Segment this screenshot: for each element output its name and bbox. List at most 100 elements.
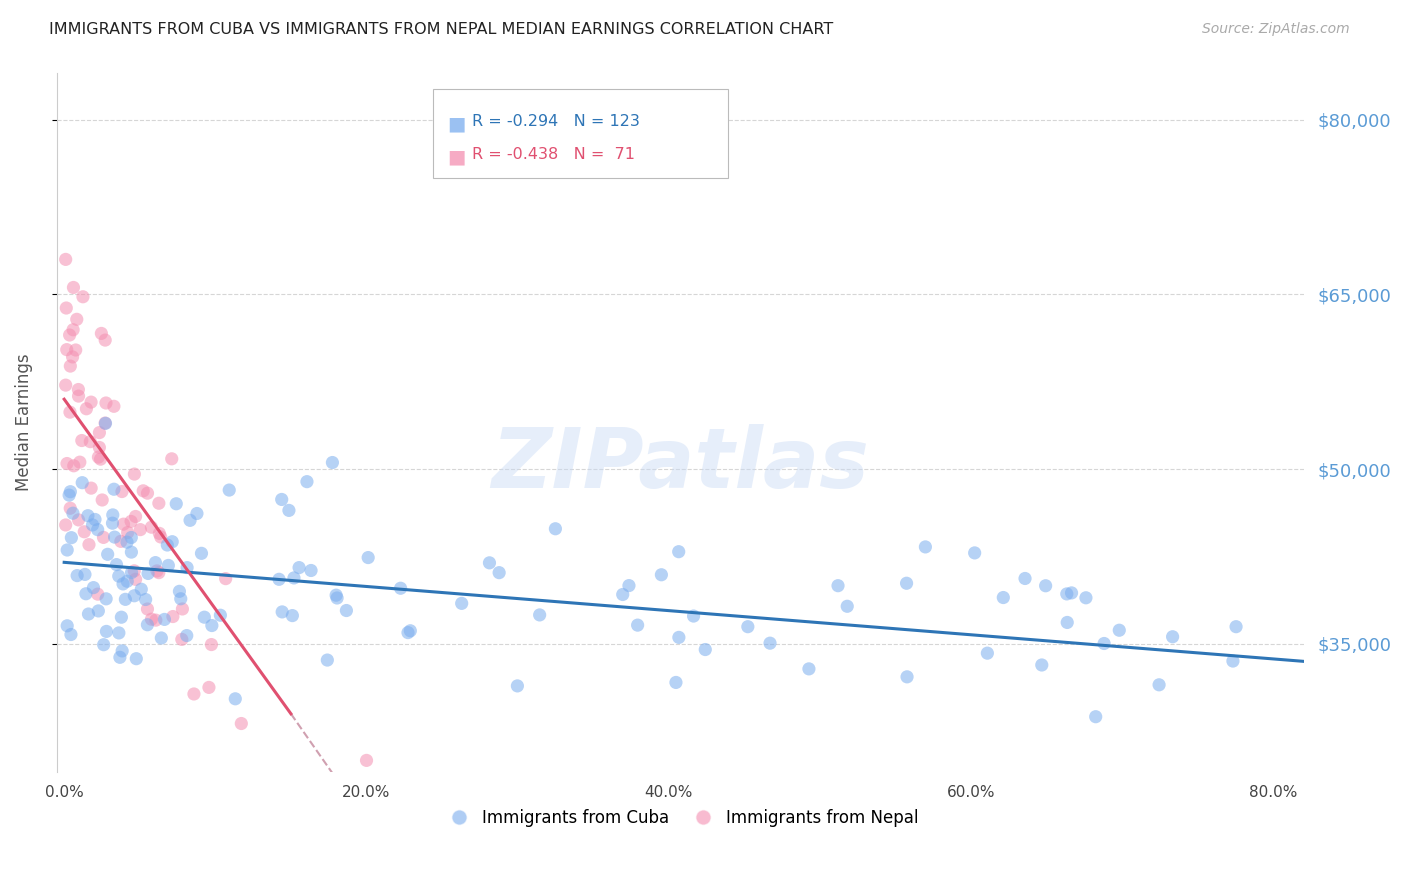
Point <box>62 280 84 294</box>
Point <box>73 567 96 582</box>
Point <box>1035 579 1057 593</box>
Point <box>55 518 77 533</box>
Point <box>153 612 176 626</box>
Text: ■: ■ <box>447 114 465 133</box>
Point <box>70 475 93 490</box>
Point <box>612 587 634 601</box>
Point <box>79 434 101 449</box>
Point <box>94 591 117 606</box>
Point <box>169 584 191 599</box>
Point <box>218 483 240 497</box>
Point <box>149 530 172 544</box>
Point <box>56 619 79 633</box>
Point <box>93 530 115 544</box>
Text: IMMIGRANTS FROM CUBA VS IMMIGRANTS FROM NEPAL MEDIAN EARNINGS CORRELATION CHART: IMMIGRANTS FROM CUBA VS IMMIGRANTS FROM … <box>49 22 834 37</box>
Point <box>1225 620 1247 634</box>
Point <box>101 508 124 522</box>
Point <box>84 512 107 526</box>
Point <box>55 252 77 267</box>
Point <box>66 312 89 326</box>
Point <box>200 638 222 652</box>
Point <box>896 576 918 591</box>
Point <box>270 492 292 507</box>
Point <box>176 560 198 574</box>
Point <box>1161 630 1184 644</box>
Point <box>111 484 134 499</box>
Point <box>77 607 100 621</box>
Point <box>914 540 936 554</box>
Point <box>288 560 311 574</box>
Point <box>157 558 180 573</box>
Point <box>335 603 357 617</box>
Legend: Immigrants from Cuba, Immigrants from Nepal: Immigrants from Cuba, Immigrants from Ne… <box>436 802 925 834</box>
Point <box>1147 678 1170 692</box>
Text: Source: ZipAtlas.com: Source: ZipAtlas.com <box>1202 22 1350 37</box>
Point <box>91 493 114 508</box>
Point <box>399 624 422 638</box>
Point <box>1222 654 1244 668</box>
Point <box>73 524 96 539</box>
Point <box>59 501 82 516</box>
Point <box>80 481 103 495</box>
Point <box>321 456 343 470</box>
Point <box>67 513 90 527</box>
Point <box>114 592 136 607</box>
Point <box>75 401 97 416</box>
Point <box>668 544 690 558</box>
Point <box>112 577 135 591</box>
Point <box>121 566 143 580</box>
Point <box>129 582 152 597</box>
Text: R = -0.294   N = 123: R = -0.294 N = 123 <box>472 114 640 129</box>
Point <box>963 546 986 560</box>
Point <box>544 522 567 536</box>
Point <box>668 631 690 645</box>
Point <box>356 753 378 767</box>
Point <box>326 591 349 605</box>
Point <box>170 591 193 606</box>
Point <box>55 301 77 315</box>
Point <box>66 568 89 582</box>
Point <box>59 405 82 419</box>
Point <box>117 525 139 540</box>
Point <box>90 452 112 467</box>
Point <box>665 675 688 690</box>
Point <box>224 691 246 706</box>
Point <box>59 328 82 343</box>
Point <box>135 592 157 607</box>
Point <box>316 653 339 667</box>
Point <box>136 617 159 632</box>
Point <box>87 604 110 618</box>
Point <box>103 482 125 496</box>
Point <box>1014 572 1036 586</box>
Point <box>1060 586 1083 600</box>
Point <box>115 535 138 549</box>
Point <box>193 610 215 624</box>
Point <box>190 546 212 560</box>
Point <box>993 591 1015 605</box>
Point <box>1056 587 1078 601</box>
Point <box>827 579 849 593</box>
Point <box>75 587 97 601</box>
Point <box>529 607 551 622</box>
Point <box>136 486 159 500</box>
Point <box>125 651 148 665</box>
Text: R = -0.438   N =  71: R = -0.438 N = 71 <box>472 147 636 162</box>
Point <box>148 566 170 580</box>
Point <box>59 359 82 373</box>
Point <box>627 618 650 632</box>
Point <box>145 556 167 570</box>
Point <box>90 326 112 341</box>
Point <box>120 515 142 529</box>
Point <box>215 572 238 586</box>
Point <box>271 605 294 619</box>
Point <box>1108 624 1130 638</box>
Point <box>695 642 717 657</box>
Point <box>124 572 146 586</box>
Point <box>104 530 127 544</box>
Point <box>94 333 117 347</box>
Point <box>55 343 77 357</box>
Point <box>295 475 318 489</box>
Point <box>89 441 111 455</box>
Point <box>1074 591 1097 605</box>
Point <box>72 290 94 304</box>
